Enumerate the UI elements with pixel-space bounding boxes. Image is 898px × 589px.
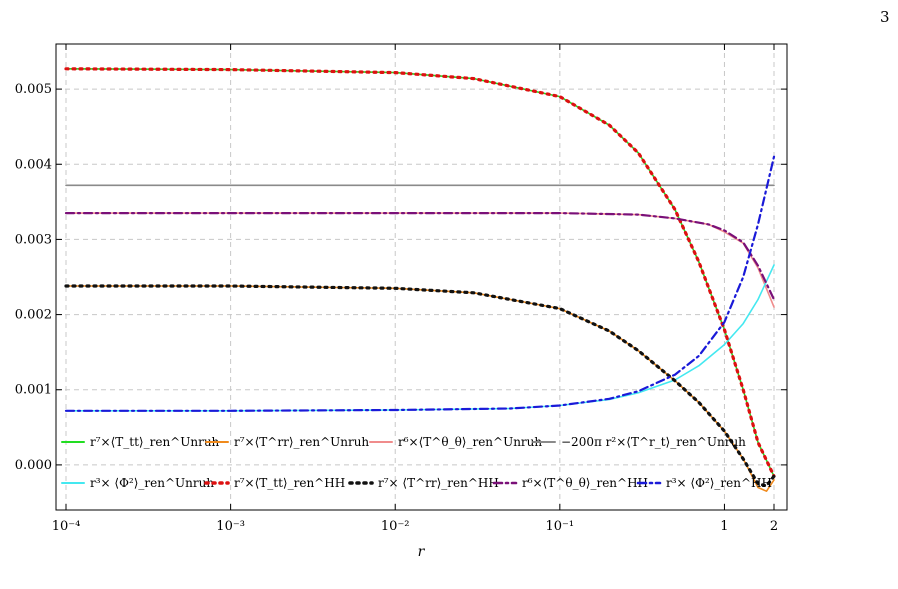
- x-tick-label: 1: [720, 519, 728, 534]
- x-tick-label: 10⁻³: [216, 519, 245, 534]
- series-line-5: [64, 67, 776, 478]
- legend-label-7: r⁶×⟨T^θ_θ⟩_ren^HH: [522, 476, 648, 490]
- x-axis-label: r: [418, 544, 426, 560]
- legend-label-2: r⁶×⟨T^θ_θ⟩_ren^Unruh: [398, 435, 542, 449]
- page-number: 3: [880, 8, 890, 26]
- legend-label-3: −200π r²×⟨T^r_t⟩_ren^Unruh: [561, 435, 746, 449]
- x-tick-label: 10⁻²: [381, 519, 410, 534]
- y-tick-label: 0.003: [15, 232, 52, 247]
- legend: r⁷×⟨T_tt⟩_ren^Unruh r⁷×⟨T^rr⟩_ren^Unruh r⁶…: [61, 435, 772, 490]
- series-line-0: [65, 68, 775, 478]
- axis-ticks: 10⁻⁴ 10⁻³ 10⁻² 10⁻¹ 1 2 0.000 0.001 0.002 0.003 0.…: [15, 44, 787, 534]
- y-tick-label: 0.000: [15, 458, 52, 473]
- y-tick-label: 0.002: [15, 308, 52, 323]
- legend-label-1: r⁷×⟨T^rr⟩_ren^Unruh: [234, 435, 369, 449]
- legend-label-0: r⁷×⟨T_tt⟩_ren^Unruh: [90, 435, 220, 449]
- series-lines: [64, 67, 776, 493]
- y-tick-label: 0.004: [15, 157, 52, 172]
- x-tick-label: 2: [770, 519, 778, 534]
- legend-label-5: r⁷×⟨T_tt⟩_ren^HH: [234, 476, 345, 490]
- series-line-6: [64, 284, 776, 488]
- y-tick-label: 0.001: [15, 383, 52, 398]
- series-line-2: [65, 212, 775, 308]
- series-line-1: [65, 285, 775, 493]
- legend-label-6: r⁷× ⟨T^rr⟩_ren^HH: [378, 476, 499, 490]
- y-tick-label: 0.005: [15, 82, 52, 97]
- x-tick-label: 10⁻¹: [546, 519, 575, 534]
- plot-frame: [55, 43, 788, 511]
- legend-label-4: r³× ⟨Φ²⟩_ren^Unruh: [90, 476, 214, 490]
- legend-label-8: r³× ⟨Φ²⟩_ren^HH: [666, 476, 772, 490]
- series-line-8: [64, 155, 776, 412]
- x-tick-label: 10⁻⁴: [52, 519, 81, 534]
